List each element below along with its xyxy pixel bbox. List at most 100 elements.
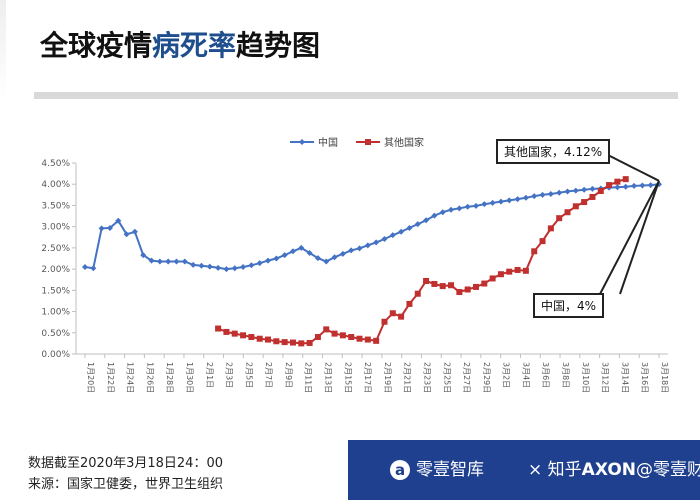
- x-tick-label: 2月27日: [462, 362, 471, 393]
- china-point: [206, 263, 213, 270]
- x-tick-label: 2月11日: [304, 362, 313, 393]
- x-tick-label: 3月18日: [660, 362, 669, 393]
- china-point: [506, 197, 513, 204]
- china-point: [439, 209, 446, 216]
- y-tick-label: 4.50%: [41, 159, 70, 169]
- others-point: [589, 193, 596, 200]
- y-tick-label: 3.00%: [41, 223, 70, 233]
- others-point: [389, 310, 396, 317]
- others-point: [539, 238, 546, 245]
- china-point: [281, 252, 288, 259]
- china-point: [173, 258, 180, 265]
- footnote-date: 数据截至2020年3月18日24：00: [28, 456, 223, 471]
- china-point: [514, 196, 521, 203]
- china-point: [531, 193, 538, 200]
- x-tick-label: 3月6日: [541, 362, 550, 388]
- china-point: [231, 265, 238, 272]
- china-point: [414, 221, 421, 228]
- china-point: [381, 235, 388, 242]
- x-tick-label: 3月2日: [502, 362, 511, 388]
- others-point: [215, 325, 222, 332]
- china-point: [198, 262, 205, 269]
- y-tick-label: 4.00%: [41, 180, 70, 190]
- brand-separator: ×: [528, 460, 543, 480]
- others-point: [406, 300, 413, 307]
- others-point: [572, 203, 579, 210]
- legend-label-0: 中国: [318, 136, 338, 149]
- others-point: [348, 334, 355, 341]
- china-point: [639, 182, 646, 189]
- china-point: [497, 198, 504, 205]
- x-tick-label: 2月1日: [205, 362, 214, 388]
- china-point: [314, 255, 321, 262]
- others-point: [622, 176, 629, 183]
- legend-label-1: 其他国家: [384, 136, 424, 149]
- x-tick-label: 3月16日: [640, 362, 649, 393]
- china-point: [156, 258, 163, 265]
- others-point: [547, 225, 554, 232]
- lingyi-logo-icon: a: [390, 460, 410, 480]
- brand-lingyi: a 零壹智库: [390, 455, 484, 480]
- brand-partner-handle: @零壹财经: [636, 460, 700, 480]
- china-point: [456, 205, 463, 212]
- china-point: [165, 258, 172, 265]
- x-tick-label: 3月8日: [561, 362, 570, 388]
- title-highlight: 病死率: [152, 29, 237, 62]
- y-tick-label: 1.00%: [41, 308, 70, 318]
- china-point: [106, 224, 113, 231]
- china-point: [323, 258, 330, 265]
- china-point: [123, 231, 130, 238]
- china-point: [298, 244, 305, 251]
- others-point: [306, 339, 313, 346]
- china-point: [389, 232, 396, 239]
- china-point: [564, 188, 571, 195]
- others-point: [581, 199, 588, 206]
- others-point: [364, 336, 371, 343]
- china-point: [148, 257, 155, 264]
- x-tick-label: 3月10日: [581, 362, 590, 393]
- others-point: [273, 338, 280, 345]
- others-point: [606, 182, 613, 189]
- x-tick-label: 2月19日: [383, 362, 392, 393]
- others-point: [223, 328, 230, 335]
- y-tick-label: 0.50%: [41, 329, 70, 339]
- china-point: [140, 252, 147, 259]
- china-point: [481, 201, 488, 208]
- china-point: [423, 217, 430, 224]
- china-point: [581, 186, 588, 193]
- china-point: [448, 206, 455, 213]
- others-point: [497, 271, 504, 278]
- x-tick-label: 3月14日: [620, 362, 629, 393]
- china-point: [181, 258, 188, 265]
- china-point: [131, 228, 138, 235]
- y-tick-label: 2.50%: [41, 244, 70, 254]
- china-point: [622, 183, 629, 190]
- others-point: [423, 277, 430, 284]
- others-point: [231, 330, 238, 337]
- series-line-0: [84, 183, 660, 271]
- china-point: [631, 182, 638, 189]
- china-point: [356, 245, 363, 252]
- china-point: [265, 257, 272, 264]
- china-point: [364, 242, 371, 249]
- others-point: [281, 339, 288, 346]
- fatality-rate-chart: 0.00% 0.50% 1.00% 1.50% 2.00% 2.50% 3.00% 3.50%…: [41, 136, 669, 393]
- others-point: [456, 289, 463, 296]
- others-point: [448, 282, 455, 289]
- brand-name: 零壹智库: [416, 460, 484, 480]
- others-point: [481, 280, 488, 287]
- others-point: [522, 267, 529, 274]
- x-tick-label: 2月29日: [482, 362, 491, 393]
- page-title: 全球疫情病死率趋势图: [40, 24, 320, 64]
- others-point: [439, 283, 446, 290]
- callout-china: 中国，4%: [533, 293, 605, 318]
- china-point: [406, 224, 413, 231]
- brand-partners: × 知乎AXON@零壹财经: [528, 455, 700, 480]
- others-point: [248, 334, 255, 341]
- y-tick-label: 0.00%: [41, 350, 70, 360]
- title-underline-bar: [34, 92, 678, 99]
- others-point: [564, 209, 571, 216]
- title-part-2: 趋势图: [236, 29, 321, 62]
- china-point: [115, 217, 122, 224]
- others-point: [614, 178, 621, 185]
